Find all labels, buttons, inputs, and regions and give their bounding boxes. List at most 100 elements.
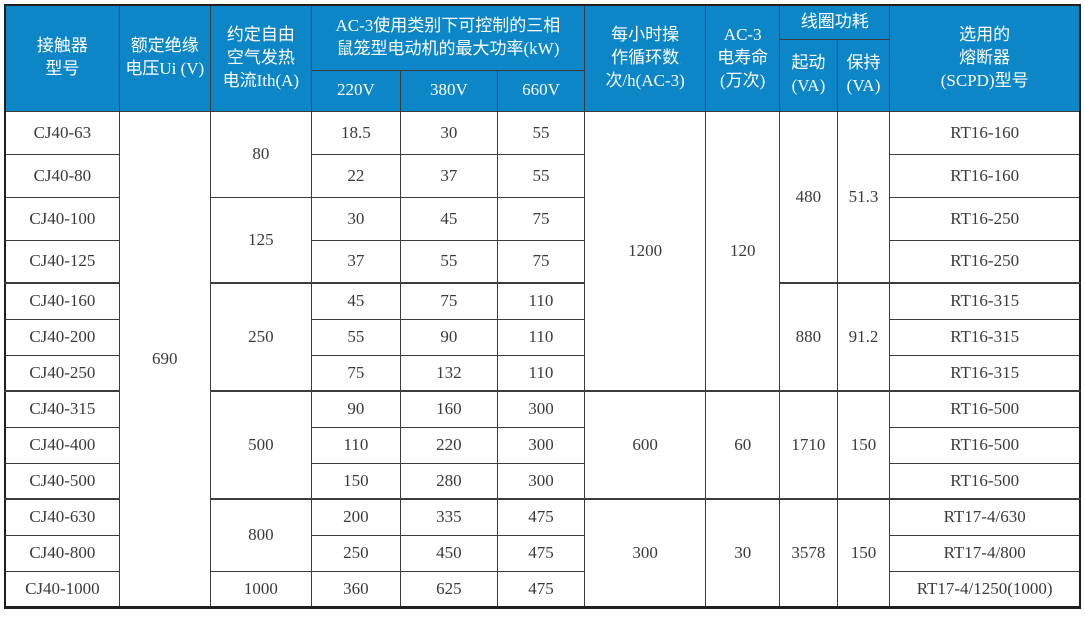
header-380v: 380V [399, 69, 498, 112]
table-row: CJ40-400 110 220 300 RT16-500 [4, 426, 1081, 464]
fuse-cell: RT17-4/630 [889, 498, 1081, 536]
model-cell: CJ40-250 [4, 354, 120, 392]
model-cell: CJ40-500 [4, 462, 120, 500]
power-660-cell: 110 [496, 354, 585, 392]
power-380-cell: 160 [399, 390, 498, 428]
power-660-cell: 475 [496, 534, 585, 572]
table-header: 接触器 型号 额定绝缘 电压Ui (V) 约定自由 空气发热 电流Ith(A) … [4, 4, 1081, 112]
header-coil-group: 线圈功耗 [779, 4, 891, 40]
table-row: CJ40-80 22 37 55 RT16-160 [4, 153, 1081, 198]
model-cell: CJ40-800 [4, 534, 120, 572]
table-row: CJ40-160 250 45 75 110 880 91.2 RT16-315 [4, 282, 1081, 392]
header-thermal-current: 约定自由 空气发热 电流Ith(A) [209, 4, 312, 112]
power-220-cell: 18.5 [310, 110, 401, 155]
header-row-2: 起动 (VA) 保持 (VA) [5, 38, 1080, 112]
fuse-cell: RT16-500 [889, 426, 1081, 464]
table-row: CJ40-63 690 80 18.5 30 55 1200 120 480 5… [4, 110, 1081, 608]
fuse-cell: RT17-4/800 [889, 534, 1081, 572]
power-660-cell: 75 [496, 239, 585, 284]
power-220-cell: 200 [310, 498, 401, 536]
life-cell: 30 [705, 498, 781, 608]
power-220-cell: 22 [310, 153, 401, 198]
power-660-cell: 110 [496, 282, 585, 320]
table-row: CJ40-200 55 90 110 RT16-315 [4, 318, 1081, 356]
fuse-cell: RT17-4/1250(1000) [889, 570, 1081, 608]
insulation-voltage-cell: 690 [118, 110, 211, 608]
model-cell: CJ40-315 [4, 390, 120, 428]
coil-start-cell: 480 [779, 110, 838, 284]
fuse-cell: RT16-500 [889, 462, 1081, 500]
table-row: CJ40-125 37 55 75 RT16-250 [4, 239, 1081, 284]
fuse-cell: RT16-250 [889, 239, 1081, 284]
table-row: CJ40-1000 1000 360 625 475 RT17-4/1250(1… [4, 570, 1081, 608]
fuse-cell: RT16-160 [889, 110, 1081, 155]
power-380-cell: 132 [399, 354, 498, 392]
coil-hold-cell: 150 [836, 390, 891, 500]
life-cell: 120 [705, 110, 781, 392]
coil-hold-cell: 91.2 [836, 282, 891, 392]
power-380-cell: 37 [399, 153, 498, 198]
power-220-cell: 250 [310, 534, 401, 572]
model-cell: CJ40-80 [4, 153, 120, 198]
power-220-cell: 360 [310, 570, 401, 608]
header-model: 接触器 型号 [4, 4, 120, 112]
coil-start-cell: 880 [779, 282, 838, 392]
coil-start-cell: 1710 [779, 390, 838, 500]
power-220-cell: 90 [310, 390, 401, 428]
life-cell: 60 [705, 390, 781, 500]
power-660-cell: 55 [496, 110, 585, 155]
power-380-cell: 625 [399, 570, 498, 608]
power-220-cell: 110 [310, 426, 401, 464]
header-row-1: 接触器 型号 额定绝缘 电压Ui (V) 约定自由 空气发热 电流Ith(A) … [4, 4, 1081, 112]
power-660-cell: 300 [496, 462, 585, 500]
power-380-cell: 55 [399, 239, 498, 284]
table-row: CJ40-630 800 200 335 475 300 30 3578 150… [4, 498, 1081, 608]
contactor-spec-table: 接触器 型号 额定绝缘 电压Ui (V) 约定自由 空气发热 电流Ith(A) … [4, 4, 1081, 609]
thermal-current-cell: 800 [209, 498, 312, 572]
power-380-cell: 450 [399, 534, 498, 572]
power-220-cell: 30 [310, 196, 401, 241]
power-380-cell: 90 [399, 318, 498, 356]
power-660-cell: 55 [496, 153, 585, 198]
coil-hold-cell: 51.3 [836, 110, 891, 284]
table-row: CJ40-100 125 30 45 75 RT16-250 [4, 196, 1081, 284]
fuse-cell: RT16-250 [889, 196, 1081, 241]
header-life: AC-3 电寿命 (万次) [705, 4, 781, 112]
fuse-cell: RT16-315 [889, 318, 1081, 356]
power-380-cell: 335 [399, 498, 498, 536]
power-660-cell: 475 [496, 498, 585, 536]
model-cell: CJ40-630 [4, 498, 120, 536]
header-220v: 220V [310, 69, 401, 112]
header-cycles: 每小时操 作循环数 次/h(AC-3) [583, 4, 707, 112]
model-cell: CJ40-200 [4, 318, 120, 356]
thermal-current-cell: 250 [209, 282, 312, 392]
power-660-cell: 75 [496, 196, 585, 241]
thermal-current-cell: 125 [209, 196, 312, 284]
power-660-cell: 300 [496, 390, 585, 428]
table-row: CJ40-250 75 132 110 RT16-315 [4, 354, 1081, 392]
table-body: CJ40-63 690 80 18.5 30 55 1200 120 480 5… [4, 110, 1081, 608]
power-220-cell: 55 [310, 318, 401, 356]
fuse-cell: RT16-160 [889, 153, 1081, 198]
power-380-cell: 280 [399, 462, 498, 500]
cycles-cell: 1200 [583, 110, 707, 392]
power-380-cell: 75 [399, 282, 498, 320]
power-660-cell: 475 [496, 570, 585, 608]
model-cell: CJ40-100 [4, 196, 120, 241]
power-380-cell: 45 [399, 196, 498, 241]
header-power-group: AC-3使用类别下可控制的三相 鼠笼型电动机的最大功率(kW) [310, 4, 585, 71]
header-coil-start: 起动 (VA) [779, 38, 838, 112]
thermal-current-cell: 1000 [209, 570, 312, 608]
model-cell: CJ40-400 [4, 426, 120, 464]
coil-start-cell: 3578 [779, 498, 838, 608]
model-cell: CJ40-160 [4, 282, 120, 320]
header-insulation-voltage: 额定绝缘 电压Ui (V) [118, 4, 211, 112]
header-row-3: 220V 380V 660V [5, 69, 1080, 112]
header-fuse: 选用的 熔断器 (SCPD)型号 [889, 4, 1081, 112]
power-220-cell: 150 [310, 462, 401, 500]
fuse-cell: RT16-500 [889, 390, 1081, 428]
cycles-cell: 600 [583, 390, 707, 500]
power-660-cell: 110 [496, 318, 585, 356]
power-220-cell: 75 [310, 354, 401, 392]
coil-hold-cell: 150 [836, 498, 891, 608]
